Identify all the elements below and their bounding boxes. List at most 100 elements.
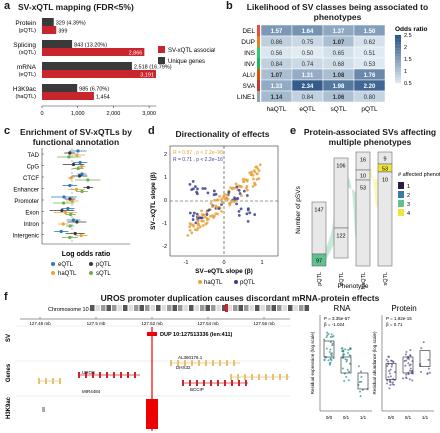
exon	[217, 380, 219, 386]
ideogram-band	[238, 305, 243, 311]
estimate-point	[76, 166, 80, 171]
cell-value: 1.06	[333, 95, 345, 101]
exon	[127, 372, 129, 378]
cell-value: 1.07	[333, 40, 345, 46]
ideogram-band	[216, 305, 221, 311]
mini-point	[411, 379, 414, 382]
stack-segment	[377, 171, 393, 267]
legend-gradient	[395, 60, 401, 62]
mini-point	[389, 379, 392, 382]
mini-point	[394, 371, 397, 374]
mini-point	[408, 364, 411, 367]
exon	[245, 380, 247, 386]
mini-point	[404, 353, 407, 356]
gene-label: UROS	[82, 370, 95, 375]
cell-value: 0.86	[271, 40, 283, 46]
ideogram-band	[161, 305, 166, 311]
bar-assoc-2	[42, 70, 156, 78]
exon	[120, 372, 122, 378]
point-pqtl	[192, 211, 196, 215]
row-label-LINE1: LINE1	[237, 94, 255, 101]
tick-label: 0	[40, 111, 43, 117]
point-pqtl	[201, 187, 205, 190]
mini-stat-beta: β = -1.024	[324, 322, 345, 327]
estimate-point	[80, 164, 84, 169]
point-haqtl	[209, 201, 213, 205]
legend-gradient	[395, 66, 401, 68]
cell-value: 0.74	[302, 62, 314, 68]
x-axis-label: Phenotype	[337, 283, 368, 290]
chromosome-label: Chromosome 10	[48, 307, 89, 313]
bar-unique-label-3: 985 (6.70%)	[79, 87, 109, 93]
category-CTCF: CTCF	[23, 176, 39, 182]
point-haqtl	[234, 182, 238, 186]
estimate-point	[86, 185, 90, 190]
panel-b-heatmap: DEL 1.57 1.64 1.37 1.50 DUP 0.86 0.75 1.07 0.62 IN…	[237, 24, 428, 113]
ideogram-band	[244, 305, 249, 311]
track-label-Genes: Genes	[6, 363, 12, 382]
panel-f-title: UROS promoter duplication causes discord…	[100, 293, 380, 303]
bar-assoc-3	[42, 92, 94, 100]
position-label: 127.56 mb	[253, 321, 275, 326]
exon	[203, 380, 205, 386]
row-label-INV: INV	[244, 61, 256, 68]
exon	[52, 378, 54, 384]
bar-sublabel-3: (haQTL)	[16, 94, 37, 100]
ideogram-band	[222, 305, 227, 311]
estimate-point	[68, 151, 72, 155]
ideogram-band	[255, 305, 260, 311]
point-haqtl	[205, 211, 209, 214]
cell-value: 0.51	[364, 51, 376, 57]
exon	[212, 360, 214, 366]
row-label-INS: INS	[244, 50, 256, 57]
legend-gradient	[395, 41, 401, 43]
bar-unique-label-1: 843 (13.20%)	[74, 43, 107, 49]
category-Intergenic: Intergenic	[13, 234, 39, 240]
mini-point	[407, 356, 410, 359]
mini-xtick: 0/0	[326, 415, 333, 420]
mini-point	[359, 390, 362, 393]
ideogram-band	[128, 305, 133, 311]
panel-c-title: Enrichment of SV-xQTLs by functional ann…	[20, 127, 132, 147]
estimate-point	[75, 220, 79, 224]
point-pqtl	[233, 197, 237, 201]
mini-point	[387, 360, 390, 363]
point-haqtl	[248, 171, 252, 175]
ideogram-band	[150, 305, 155, 311]
col-label-sQTL: sQTL	[331, 106, 347, 113]
exon	[45, 378, 47, 384]
bar-assoc-label-3: 1,454	[96, 95, 110, 101]
legend-swatch-sQTL	[89, 271, 93, 275]
estimate-point	[75, 153, 79, 157]
bar-assoc-label-0: 399	[58, 29, 67, 35]
mini-point	[388, 370, 391, 373]
point-haqtl	[201, 224, 205, 227]
point-haqtl	[200, 209, 203, 213]
mini-point	[390, 363, 393, 366]
mini-point	[331, 335, 334, 338]
estimate-point	[61, 222, 65, 226]
cell-value: 0.75	[302, 40, 314, 46]
legend-gradient	[395, 75, 401, 78]
estimate-point	[71, 162, 76, 167]
cell-value: 1.07	[271, 73, 283, 79]
point-haqtl	[240, 194, 243, 198]
legend-swatch	[398, 191, 404, 198]
legend-gradient	[395, 67, 401, 69]
point-pqtl	[237, 214, 241, 217]
cell-value: 0.80	[364, 95, 376, 101]
legend-gradient	[395, 81, 401, 84]
panel-b-title: Likelihood of SV classes being associate…	[246, 2, 429, 22]
gene-label: BCCIP	[190, 387, 204, 392]
point-haqtl	[245, 186, 248, 190]
estimate-point	[61, 201, 66, 205]
stack-count: 9	[383, 157, 386, 163]
mini-point	[428, 371, 431, 374]
point-haqtl	[209, 214, 212, 218]
mini-point	[386, 382, 389, 385]
mini-point	[346, 351, 349, 354]
ideogram-band	[90, 305, 95, 311]
point-haqtl	[228, 203, 232, 207]
point-pqtl	[246, 219, 250, 223]
mini-point	[357, 365, 360, 368]
